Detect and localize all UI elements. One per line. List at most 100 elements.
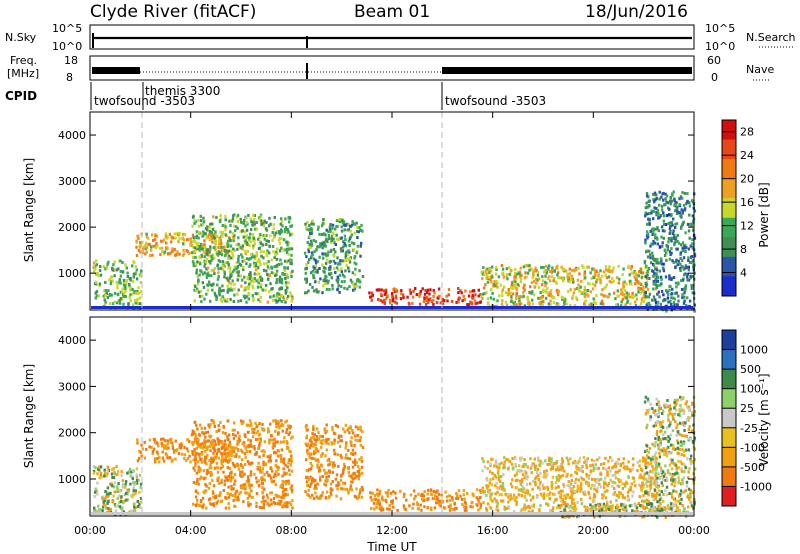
scatter-cell-r2 (217, 442, 220, 446)
scatter-cell-r2 (276, 247, 279, 251)
scatter-cell-r5 (536, 456, 540, 460)
scatter-cell-r3 (336, 440, 340, 444)
scatter-cell-r6 (654, 198, 657, 202)
scatter-cell-r1 (185, 447, 189, 451)
scatter-cell-r3 (310, 228, 313, 232)
scatter-cell-r5 (486, 460, 490, 464)
scatter-cell-r0 (92, 270, 96, 273)
scatter-cell-r2 (250, 423, 253, 427)
scatter-cell-r2 (264, 499, 267, 503)
scatter-cell-r3 (325, 237, 328, 241)
scatter-cell-r6 (670, 236, 673, 240)
scatter-cell-r3 (327, 250, 330, 254)
scatter-cell-r0 (99, 471, 103, 475)
scatter-cell-r0 (112, 466, 115, 470)
scatter-cell-r2 (287, 479, 290, 483)
scatter-cell-r5 (594, 269, 597, 273)
scatter-cell-r2 (234, 455, 237, 459)
scatter-cell-r5 (600, 299, 604, 303)
scatter-cell-r2 (200, 254, 204, 258)
scatter-cell-r2 (229, 443, 232, 447)
scatter-cell-r3 (348, 474, 351, 478)
scatter-cell-r6 (653, 257, 657, 261)
scatter-cell-r6 (658, 261, 662, 265)
scatter-cell-r5 (528, 301, 531, 305)
scatter-cell-r5 (587, 294, 590, 298)
scatter-cell-r2 (290, 299, 293, 303)
scatter-cell-r4 (377, 494, 380, 498)
scatter-cell-r5 (547, 266, 550, 270)
scatter-cell-r5 (605, 467, 608, 471)
scatter-cell-r4 (379, 299, 382, 302)
scatter-cell-r4 (449, 503, 452, 507)
scatter-cell-r6 (662, 293, 665, 297)
scatter-cell-r0 (135, 475, 139, 479)
scatter-cell-r1 (211, 446, 215, 450)
scatter-cell-r5 (552, 301, 556, 305)
scatter-cell-r5 (526, 465, 529, 469)
scatter-cell-r3 (333, 452, 336, 456)
scatter-cell-r5 (639, 484, 642, 488)
scatter-cell-r6 (662, 211, 665, 215)
scatter-cell-r1 (207, 253, 210, 257)
scatter-cell-r2 (259, 476, 263, 480)
scatter-cell-r5 (541, 494, 544, 498)
scatter-cell-r2 (221, 264, 224, 268)
scatter-cell-r6 (679, 243, 683, 247)
scatter-cell-r5 (493, 464, 496, 468)
scatter-cell-r6 (668, 207, 671, 211)
scatter-cell-r5 (496, 299, 499, 303)
scatter-cell-r2 (243, 275, 246, 279)
scatter-cell-r2 (209, 261, 212, 265)
scatter-cell-r0 (121, 479, 125, 483)
scatter-cell-r0 (122, 510, 126, 514)
scatter-cell-r6 (672, 190, 675, 194)
scatter-cell-r5 (508, 498, 511, 502)
scatter-cell-r3 (344, 224, 347, 227)
scatter-cell-r2 (253, 214, 257, 218)
scatter-cell-r5 (583, 285, 586, 289)
scatter-cell-r4 (378, 506, 381, 510)
scatter-cell-r5 (554, 486, 558, 490)
scatter-cell-r5 (518, 493, 521, 497)
colorbar-swatch (722, 198, 736, 219)
scatter-cell-r5 (578, 467, 582, 471)
scatter-cell-r6 (693, 236, 697, 240)
scatter-cell-r2 (194, 220, 197, 224)
scatter-cell-r2 (194, 461, 197, 465)
scatter-cell-r3 (338, 273, 342, 277)
scatter-cell-r0 (124, 480, 128, 484)
scatter-cell-r5 (646, 461, 650, 465)
scatter-cell-r4 (373, 497, 376, 501)
scatter-cell-r2 (289, 450, 292, 454)
scatter-cell-r2 (262, 262, 266, 266)
scatter-cell-r5 (481, 486, 484, 490)
scatter-cell-r6 (652, 192, 655, 196)
scatter-cell-r2 (283, 457, 286, 461)
scatter-cell-r2 (233, 421, 236, 425)
scatter-cell-r2 (280, 500, 283, 503)
scatter-cell-r2 (205, 248, 209, 252)
scatter-cell-r5 (627, 264, 630, 268)
scatter-cell-r5 (599, 269, 602, 273)
scatter-cell-r0 (103, 472, 107, 476)
scatter-cell-r2 (261, 222, 264, 226)
beam-label: Beam 01 (354, 2, 430, 22)
scatter-cell-r6 (684, 266, 687, 270)
scatter-cell-r5 (593, 487, 596, 491)
scatter-cell-r5 (501, 288, 505, 292)
scatter-cell-r2 (262, 460, 265, 464)
scatter-cell-r5 (534, 464, 538, 468)
scatter-cell-r5 (625, 508, 629, 512)
scatter-cell-r2 (259, 233, 262, 237)
scatter-cell-r5 (520, 489, 523, 493)
scatter-cell-r1 (171, 247, 174, 251)
scatter-cell-r6 (646, 273, 649, 277)
scatter-cell-r4 (382, 289, 386, 293)
scatter-cell-r2 (259, 300, 262, 304)
scatter-cell-r4 (470, 302, 474, 306)
scatter-cell-r0 (128, 469, 131, 473)
scatter-cell-r2 (254, 264, 258, 268)
scatter-cell-r5 (581, 465, 584, 469)
scatter-cell-r2 (204, 440, 207, 444)
